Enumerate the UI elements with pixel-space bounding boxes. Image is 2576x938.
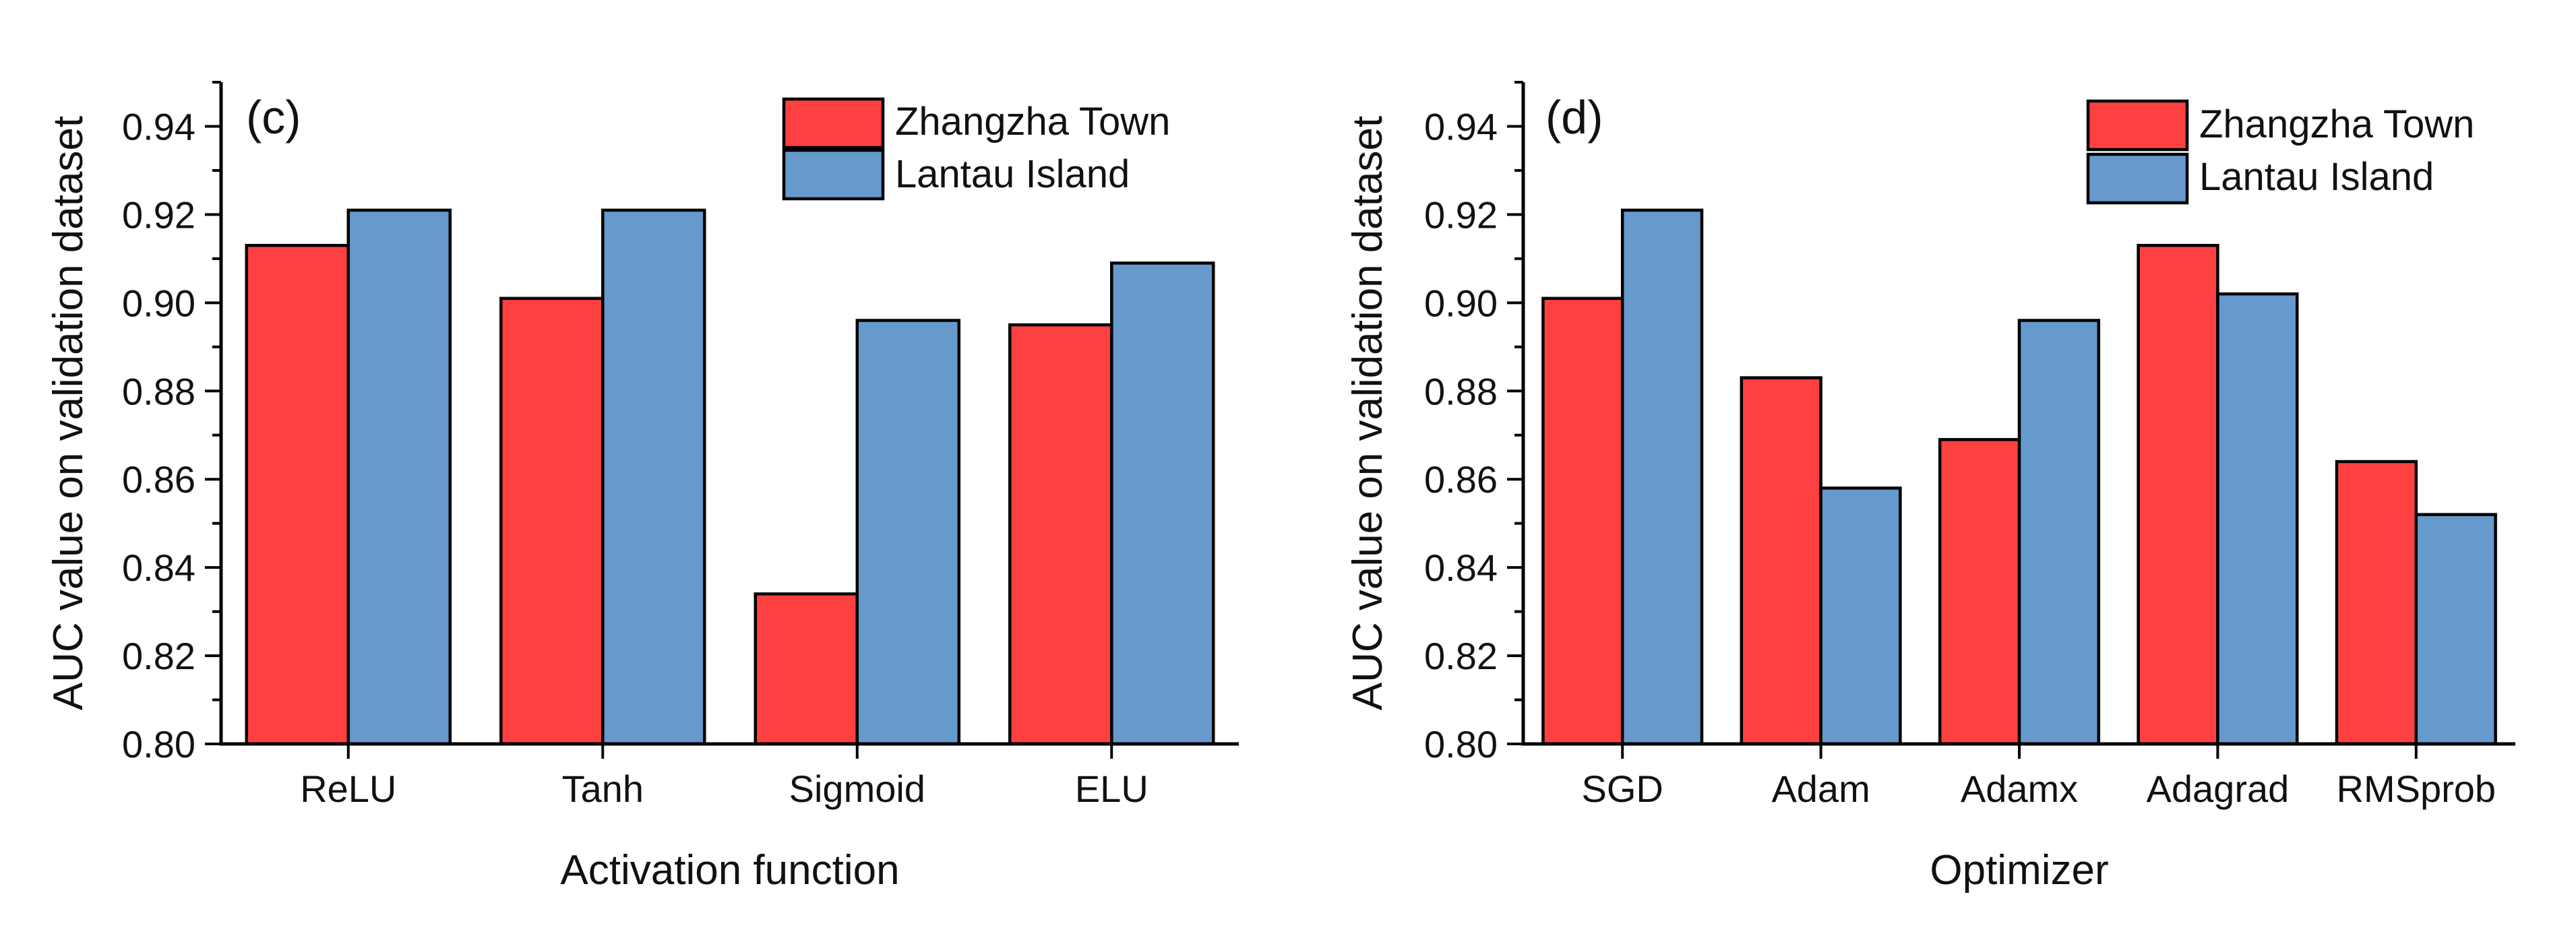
legend-label-lantau: Lantau Island (895, 152, 1130, 196)
legend-label-zhangzha: Zhangzha Town (2199, 102, 2474, 146)
bars-group (1541, 208, 2497, 746)
bar-adam-zhangzha-town (1740, 376, 1822, 746)
bar-elu-lantau-island (1110, 261, 1215, 746)
bar-tanh-zhangzha-town (499, 296, 605, 746)
x-tick-label: ReLU (300, 768, 396, 810)
axis-frame (219, 82, 1239, 746)
y-tick-label: 0.88 (1424, 370, 1498, 412)
y-tick-label: 0.92 (1424, 193, 1498, 236)
bar-adamx-lantau-island (2017, 319, 2101, 746)
x-tick-label: Adagrad (2147, 768, 2290, 810)
panel-label: (c) (246, 91, 301, 144)
bar-sigmoid-zhangzha-town (754, 592, 859, 746)
legend-swatch-lantau (2086, 152, 2189, 205)
axis-frame (1521, 82, 2515, 746)
bar-tanh-lantau-island (601, 208, 706, 746)
x-tick-label: Adamx (1961, 768, 2078, 810)
bar-sgd-zhangzha-town (1541, 296, 1624, 746)
y-tick-label: 0.84 (122, 546, 195, 589)
y-tick-label: 0.86 (1424, 458, 1498, 501)
y-tick-label: 0.84 (1424, 546, 1498, 589)
y-tick-label: 0.82 (122, 635, 195, 677)
x-tick-label: SGD (1582, 768, 1663, 810)
y-axis-title: AUC value on validation dataset (1345, 116, 1391, 710)
bar-rmsprob-lantau-island (2414, 513, 2497, 746)
bar-elu-zhangzha-town (1008, 323, 1113, 746)
legend-label-zhangzha: Zhangzha Town (895, 100, 1170, 144)
y-tick-label: 0.94 (1424, 106, 1498, 148)
x-tick-label: RMSprob (2337, 768, 2496, 810)
bars-group (245, 208, 1215, 746)
chart-panel-c: 0.80 0.82 0.84 0.86 0.88 0.90 0.92 0.94 ReLU Tan… (45, 81, 1239, 894)
y-tick-label: 0.90 (122, 282, 195, 324)
y-tick-labels: 0.80 0.82 0.84 0.86 0.88 0.90 0.92 0.94 (122, 106, 195, 766)
y-tick-label: 0.86 (122, 458, 195, 501)
x-tick-label: Sigmoid (789, 768, 925, 810)
legend-swatch-zhangzha (782, 97, 885, 150)
legend-swatch-lantau (782, 148, 885, 201)
y-tick-label: 0.80 (122, 723, 195, 765)
x-axis-title: Optimizer (1930, 847, 2108, 894)
x-category-labels: ReLU Tanh Sigmoid ELU (300, 768, 1148, 810)
panel-label: (d) (1545, 91, 1603, 144)
legend-swatch-zhangzha (2086, 99, 2189, 152)
x-axis-title: Activation function (560, 847, 899, 894)
bar-relu-lantau-island (346, 208, 452, 746)
y-axis-title: AUC value on validation dataset (45, 116, 92, 710)
chart-panel-d: 0.80 0.82 0.84 0.86 0.88 0.90 0.92 0.94 SGD Adam… (1345, 81, 2515, 894)
legend-label-lantau: Lantau Island (2199, 155, 2434, 199)
bar-adamx-zhangzha-town (1938, 438, 2021, 746)
bar-sigmoid-lantau-island (855, 319, 961, 746)
y-tick-label: 0.80 (1424, 723, 1498, 765)
legend: Zhangzha Town Lantau Island (2086, 99, 2474, 205)
y-tick-label: 0.92 (122, 193, 195, 236)
y-tick-label: 0.82 (1424, 635, 1498, 677)
y-tick-labels: 0.80 0.82 0.84 0.86 0.88 0.90 0.92 0.94 (1424, 106, 1498, 766)
bar-rmsprob-zhangzha-town (2335, 460, 2418, 746)
bar-relu-zhangzha-town (245, 243, 350, 746)
bar-sgd-lantau-island (1620, 208, 1704, 746)
bar-adagrad-zhangzha-town (2137, 243, 2219, 746)
legend: Zhangzha Town Lantau Island (782, 97, 1170, 201)
y-tick-label: 0.88 (122, 370, 195, 412)
x-tick-label: Adam (1771, 768, 1870, 810)
y-tick-label: 0.94 (122, 106, 195, 148)
x-tick-label: ELU (1075, 768, 1148, 810)
bar-adam-lantau-island (1819, 487, 1902, 746)
y-tick-label: 0.90 (1424, 282, 1498, 324)
bar-adagrad-lantau-island (2216, 292, 2299, 746)
x-tick-label: Tanh (562, 768, 644, 810)
x-category-labels: SGD Adam Adamx Adagrad RMSprob (1582, 768, 2496, 810)
